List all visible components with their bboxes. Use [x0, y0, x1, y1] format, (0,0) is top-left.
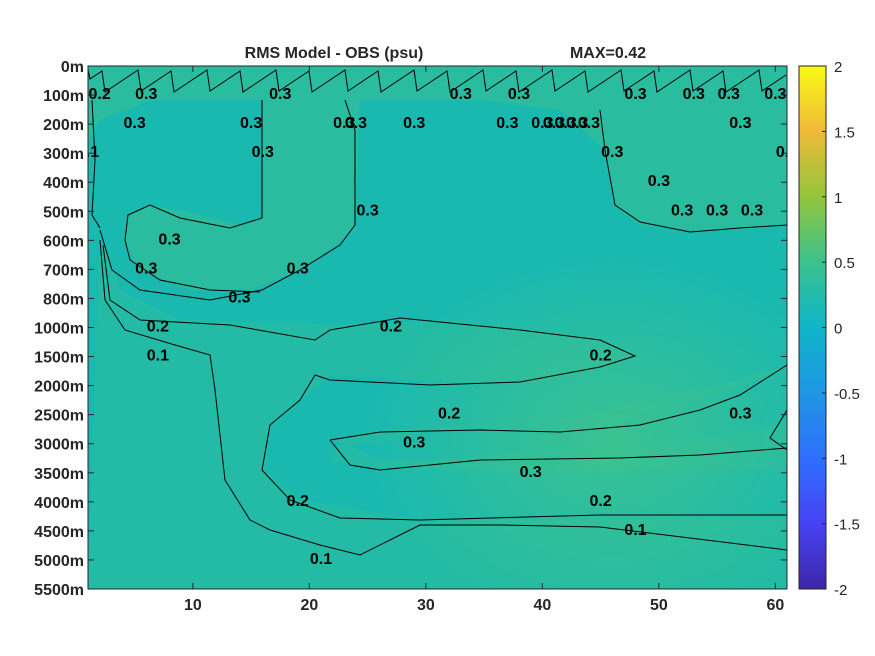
- contour-label: 0.1: [310, 551, 332, 568]
- contour-label: 0.3: [555, 115, 577, 132]
- y-tick-label: 0m: [61, 59, 84, 76]
- contour-label: 0.3: [496, 115, 518, 132]
- contour-label: 0.3: [601, 144, 623, 161]
- y-tick-label: 600m: [43, 233, 84, 250]
- contour-line: [124, 100, 263, 293]
- contour-line: [88, 69, 787, 93]
- y-tick-label: 400m: [43, 175, 84, 192]
- contour-label: 0.3: [741, 202, 763, 219]
- contour-line: [261, 374, 787, 521]
- colorbar-ticks: 2 1.5 1 0.5 0 -0.5 -1 -1.5 -2: [822, 59, 860, 599]
- y-tick-label: 2000m: [34, 379, 84, 396]
- x-tick-label: 60: [766, 597, 784, 614]
- contour-label: 0.3: [624, 86, 646, 103]
- x-tick-label: 50: [650, 597, 668, 614]
- contour-label: 0.3: [158, 231, 180, 248]
- contour-label: 0.3: [671, 202, 693, 219]
- y-tick-label: 2500m: [34, 408, 84, 425]
- chart-title: RMS Model - OBS (psu): [245, 45, 424, 62]
- contour-label: 0.3: [345, 115, 367, 132]
- contour-labels: 0.2 0.30.30.10.30.30.30.30.3 0.30.3 0.30.3 0…: [88, 86, 787, 568]
- y-tick-label: 5000m: [34, 553, 84, 570]
- contour-line: [599, 109, 787, 233]
- contour-line: [102, 244, 637, 386]
- colorbar-tick-label: -2: [834, 582, 847, 599]
- contour-label: 0.3: [240, 115, 262, 132]
- contour-label: 0.2: [287, 493, 309, 510]
- colorbar-tick-label: 2: [834, 59, 842, 76]
- contour-label: 0.2: [438, 406, 460, 423]
- contour-label: 0.3: [356, 202, 378, 219]
- colorbar-tick-label: -1: [834, 451, 847, 468]
- contour-line: [91, 99, 101, 229]
- contour-label: 0.3: [403, 435, 425, 452]
- contour-label: 0.3: [269, 86, 291, 103]
- colorbar-tick-label: 1.5: [834, 124, 855, 141]
- contour-label: 0.3: [718, 86, 740, 103]
- y-tick-label: 300m: [43, 146, 84, 163]
- y-axis: 0m 100m 200m 300m 400m 500m 600m 700m 800m 1000m 1…: [34, 59, 787, 599]
- contour-label: 0.3: [683, 86, 705, 103]
- y-tick-label: 200m: [43, 117, 84, 134]
- y-tick-label: 500m: [43, 204, 84, 221]
- contour-label: 0.3: [508, 86, 530, 103]
- x-tick-label: 10: [184, 597, 202, 614]
- y-tick-label: 800m: [43, 291, 84, 308]
- contour-label: 0.2: [380, 319, 402, 336]
- contour-line: [769, 409, 787, 451]
- colorbar-tick-label: -1.5: [834, 517, 860, 534]
- colorbar-tick-label: -0.5: [834, 386, 860, 403]
- contour-label: 0.3: [228, 289, 250, 306]
- y-tick-label: 1500m: [34, 350, 84, 367]
- contour-label: 0.3: [706, 202, 728, 219]
- contour-label: 0.3: [123, 115, 145, 132]
- contour-label: 0.3: [648, 173, 670, 190]
- colorbar-tick-label: 1: [834, 190, 842, 207]
- contour-label: 0.3: [566, 115, 588, 132]
- y-tick-label: 3500m: [34, 466, 84, 483]
- contour-line: [99, 239, 787, 556]
- contour-label: 0.3: [729, 115, 751, 132]
- x-axis: 10 20 30 40 50 60: [184, 66, 784, 614]
- contour-label: 0.3: [333, 115, 355, 132]
- contour-label: 0.3: [531, 115, 553, 132]
- y-tick-label: 700m: [43, 262, 84, 279]
- colorbar-tick-label: 0.5: [834, 255, 855, 272]
- x-tick-label: 20: [300, 597, 318, 614]
- contour-label: 0.3: [403, 115, 425, 132]
- contour-label: 0.3: [135, 86, 157, 103]
- contour-label: 0.3: [252, 144, 274, 161]
- plot-area: 0.2 0.30.30.10.30.30.30.30.3 0.30.3 0.30.3 0…: [88, 66, 787, 589]
- x-tick-label: 30: [417, 597, 435, 614]
- y-tick-label: 4500m: [34, 524, 84, 541]
- contour-label: 0.1: [147, 348, 169, 365]
- contour-line: [329, 364, 787, 441]
- contour-line: [99, 99, 356, 301]
- colorbar: [798, 65, 827, 590]
- contour-label: 0.2: [589, 348, 611, 365]
- y-tick-label: 5500m: [34, 582, 84, 599]
- y-tick-label: 1000m: [34, 321, 84, 338]
- contour-label: 0.2: [89, 86, 111, 103]
- y-tick-label: 3000m: [34, 437, 84, 454]
- contour-label: 0.3: [578, 115, 600, 132]
- contour-label: 0.3: [729, 406, 751, 423]
- contour-label: 0.3: [543, 115, 565, 132]
- max-value-label: MAX=0.42: [570, 45, 646, 62]
- contour-lines: [88, 69, 787, 556]
- contour-label: 0.3: [520, 464, 542, 481]
- contour-line: [329, 439, 787, 471]
- x-tick-label: 40: [533, 597, 551, 614]
- colorbar-tick-label: 0: [834, 321, 842, 338]
- y-tick-label: 4000m: [34, 495, 84, 512]
- contour-label: 0.3: [287, 260, 309, 277]
- contour-label: 0.2: [589, 493, 611, 510]
- contour-label: 0.2: [147, 319, 169, 336]
- contour-label: 0.3: [764, 86, 786, 103]
- contour-label: 0.1: [624, 522, 646, 539]
- contour-label: 0.3: [135, 260, 157, 277]
- y-tick-label: 100m: [43, 88, 84, 105]
- contour-label: 0.3: [450, 86, 472, 103]
